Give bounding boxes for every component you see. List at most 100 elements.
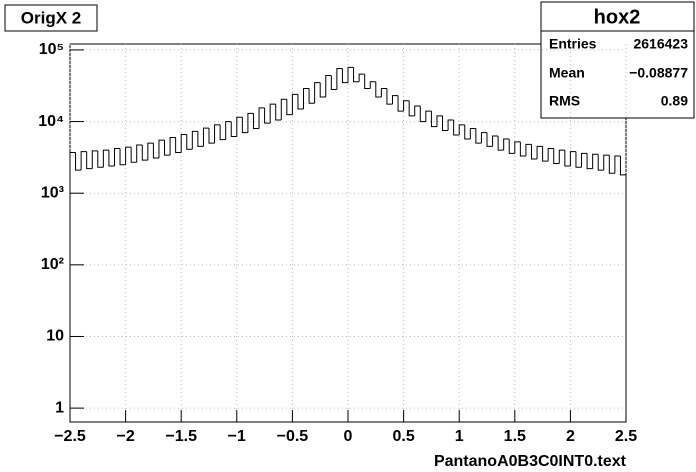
stats-label: RMS: [549, 93, 580, 109]
histogram-bin: [436, 115, 443, 127]
histogram-bin: [286, 99, 293, 116]
histogram-bin: [325, 74, 332, 98]
x-tick-label: 2.5: [615, 428, 637, 445]
histogram-bin: [442, 115, 449, 132]
histogram-bin: [319, 82, 326, 98]
x-tick-label: 2: [566, 428, 575, 445]
x-tick-label: 1.5: [504, 428, 526, 445]
histogram-bin: [125, 146, 132, 165]
histogram-bin: [236, 116, 243, 137]
y-tick-label: 10: [46, 328, 64, 345]
histogram-bin: [536, 145, 543, 160]
histogram-bin: [575, 151, 582, 168]
histogram-bin: [358, 73, 365, 82]
histogram-bin: [91, 150, 98, 169]
histogram-bin: [314, 82, 321, 104]
histogram-bin: [347, 66, 354, 83]
histogram-bin: [408, 100, 415, 117]
histogram-bin: [258, 107, 265, 129]
histogram-bin: [169, 136, 176, 156]
stats-value: 0.89: [661, 93, 688, 109]
histogram-bin: [69, 152, 76, 422]
x-tick-label: −0.5: [277, 428, 309, 445]
histogram-bin: [269, 103, 276, 124]
histogram-bin: [336, 68, 343, 90]
histogram-bin: [486, 132, 493, 147]
histogram-bin: [353, 67, 360, 83]
histogram-bin: [403, 100, 410, 112]
x-tick-label: 0: [344, 428, 353, 445]
histogram-bin: [475, 128, 482, 144]
histogram-bin: [564, 150, 571, 167]
x-tick-label: 0.5: [392, 428, 414, 445]
y-tick-label: 10⁵: [39, 41, 64, 58]
histogram-bin: [97, 150, 104, 168]
histogram-bin: [558, 149, 565, 164]
histogram-bin: [136, 144, 143, 163]
histogram-bin: [275, 104, 282, 121]
histogram-bin: [514, 141, 521, 154]
histogram-bin: [191, 130, 198, 150]
histogram-bin: [297, 94, 304, 110]
y-tick-label: 10²: [41, 256, 64, 273]
histogram-bin: [119, 148, 126, 166]
histogram-bin: [75, 152, 82, 171]
stats-value: −0.08877: [629, 65, 688, 81]
histogram-bin: [164, 140, 171, 156]
histogram-bin: [102, 149, 109, 168]
histogram-bin: [291, 93, 298, 115]
histogram-bin: [147, 142, 154, 161]
histogram-bin: [386, 88, 393, 105]
stats-label: Mean: [549, 65, 585, 81]
histogram-bin: [180, 133, 187, 153]
chart-title: OrigX 2: [21, 8, 81, 27]
histogram-bin: [303, 87, 310, 109]
histogram-bin: [480, 132, 487, 144]
histogram-bin: [186, 134, 193, 150]
histogram-bin: [130, 147, 137, 163]
histogram-bin: [492, 135, 499, 147]
histogram-bin: [80, 151, 87, 171]
y-tick-label: 1: [55, 399, 64, 416]
x-tick-label: −2: [116, 428, 134, 445]
histogram-bin: [208, 128, 215, 144]
histogram-bin: [280, 98, 287, 121]
histogram-bin: [547, 148, 554, 162]
histogram-bin: [202, 127, 209, 147]
histogram-bin: [108, 150, 115, 167]
histogram-bin: [219, 124, 226, 141]
histogram-bin: [369, 81, 376, 89]
histogram-bin: [414, 105, 421, 116]
histogram-bin: [497, 135, 504, 151]
histogram-bin: [519, 141, 526, 157]
histogram-bin: [614, 155, 621, 174]
histogram-bin: [264, 107, 271, 124]
stats-title: hox2: [594, 6, 641, 28]
histogram-bin: [364, 74, 371, 89]
histogram-bin: [453, 120, 460, 136]
x-tick-label: −1.5: [165, 428, 197, 445]
histogram-bin: [230, 121, 237, 137]
histogram-bin: [553, 148, 560, 164]
histogram-bin: [241, 117, 248, 134]
histogram-bin: [503, 138, 510, 151]
histogram-bin: [530, 144, 538, 160]
histogram-bin: [308, 88, 315, 104]
histogram-bin: [380, 87, 387, 98]
histogram-bin: [214, 124, 221, 144]
histogram-bin: [569, 151, 576, 166]
title-box: [4, 4, 98, 32]
histogram-bin: [619, 156, 627, 422]
histogram-bin: [469, 128, 476, 140]
y-tick-label: 10³: [41, 184, 64, 201]
histogram-bin: [608, 155, 615, 174]
x-tick-label: −2.5: [54, 428, 86, 445]
histogram-bin: [508, 139, 515, 154]
histogram-bin: [397, 95, 404, 112]
histogram-bin: [586, 153, 593, 170]
histogram-bin: [86, 151, 93, 170]
histogram-bin: [141, 145, 148, 161]
histogram-bin: [113, 148, 121, 166]
y-tick-label: 10⁴: [38, 113, 64, 130]
